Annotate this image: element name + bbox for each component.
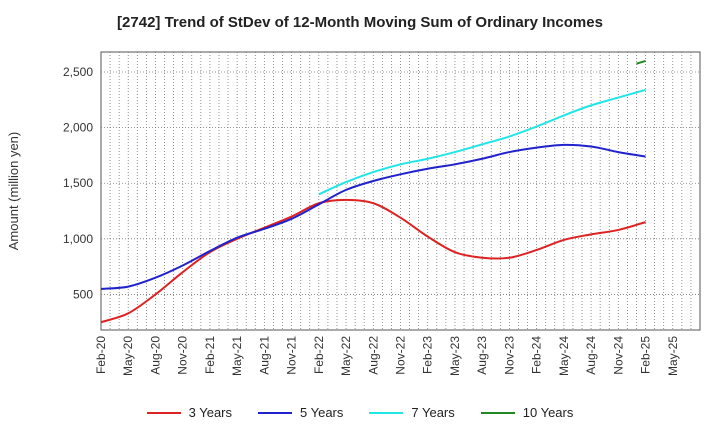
legend-label: 3 Years [188,405,232,420]
x-tick-label: Aug-24 [584,336,598,375]
x-tick-label: May-20 [121,336,135,376]
legend-item: 3 Years [146,405,232,420]
x-tick-label: May-21 [230,336,244,376]
series-line-3-years [100,198,646,324]
chart-title: [2742] Trend of StDev of 12-Month Moving… [117,14,603,31]
y-tick-label: 1,500 [63,176,93,190]
legend-item: 7 Years [369,405,455,420]
y-tick-label: 1,000 [63,232,93,246]
y-tick-label: 2,000 [63,121,93,135]
legend-label: 7 Years [411,405,455,420]
x-tick-label: May-22 [339,336,353,376]
legend: 3 Years 5 Years 7 Years 10 Years [0,405,720,420]
grid-lines [101,52,700,330]
legend-label: 5 Years [300,405,344,420]
x-tick-label: Nov-20 [176,336,190,375]
legend-swatch [369,411,404,414]
y-tick-label: 2,500 [63,65,93,79]
x-tick-label: Nov-24 [611,336,625,375]
x-tick-label: Feb-22 [312,336,326,374]
x-tick-label: Feb-20 [94,336,108,374]
legend-item: 10 Years [480,405,574,420]
x-tick-label: May-24 [557,336,571,376]
legend-swatch [146,411,181,414]
y-axis: 500 1,000 1,500 2,000 2,500 [63,65,93,301]
x-tick-label: Nov-21 [285,336,299,375]
x-tick-label: Feb-25 [639,336,653,374]
x-tick-label: Feb-23 [421,336,435,374]
x-tick-label: Aug-23 [475,336,489,375]
legend-swatch [480,411,515,414]
x-tick-label: Nov-22 [394,336,408,375]
legend-swatch [258,411,292,414]
x-tick-label: Feb-24 [530,336,544,374]
x-tick-label: May-23 [448,336,462,376]
legend-label: 10 Years [522,405,574,420]
x-tick-label: Aug-22 [366,336,380,375]
x-tick-label: Aug-21 [257,336,271,375]
x-tick-label: May-25 [666,336,680,376]
y-axis-label: Amount (million yen) [6,132,21,251]
series-lines [100,59,646,324]
x-tick-label: Feb-21 [203,336,217,374]
series-line-5-years [100,143,646,290]
series-line-10-years [636,59,646,65]
x-axis: Feb-20 May-20 Aug-20 Nov-20 Feb-21 May-21 Aug-… [94,336,680,376]
x-tick-label: Aug-20 [148,336,162,375]
legend-item: 5 Years [258,405,343,420]
x-tick-label: Nov-23 [502,336,516,375]
y-tick-label: 500 [73,287,93,301]
series-line-7-years [318,88,646,196]
